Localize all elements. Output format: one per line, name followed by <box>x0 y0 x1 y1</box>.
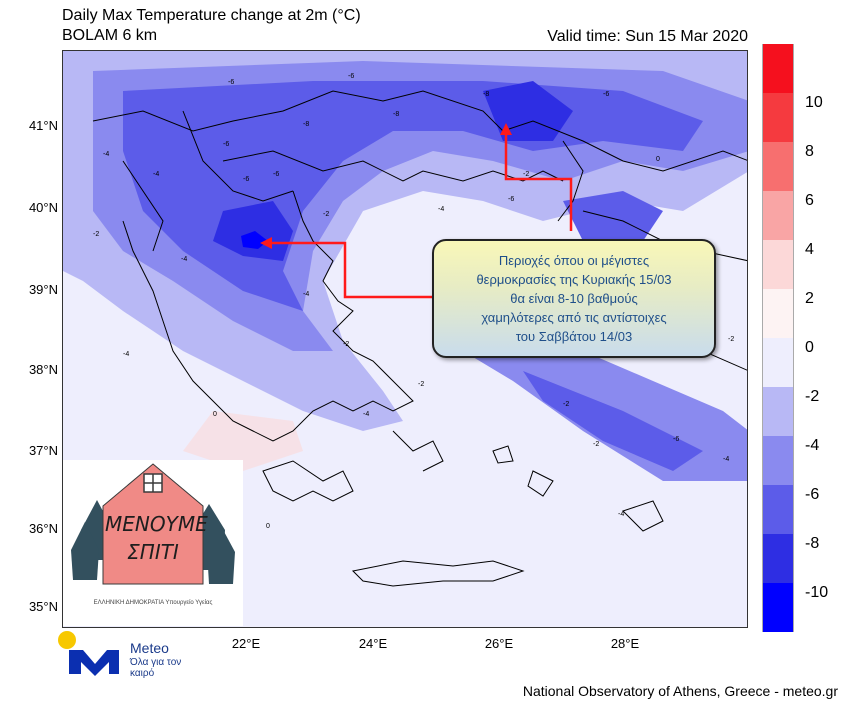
colorbar <box>762 44 794 632</box>
colorbar-segment <box>762 191 794 240</box>
lon-label: 26°E <box>484 636 514 651</box>
contour-label: -6 <box>243 176 250 183</box>
colorbar-segment <box>762 583 794 632</box>
contour-label: -2 <box>323 211 330 218</box>
colorbar-segment <box>762 240 794 289</box>
lon-label: 22°E <box>231 636 261 651</box>
credit-line: National Observatory of Athens, Greece -… <box>522 683 838 699</box>
contour-label: -2 <box>523 171 530 178</box>
lat-label: 35°N <box>28 599 58 614</box>
colorbar-label: 4 <box>805 241 814 258</box>
contour-label: -2 <box>563 401 570 408</box>
contour-label: -4 <box>153 171 160 178</box>
contour-label: -2 <box>418 381 425 388</box>
callout-text: Περιοχές όπου οι μέγιστες θερμοκρασίες τ… <box>476 253 672 344</box>
contour-label: -2 <box>343 341 350 348</box>
colorbar-label: 0 <box>805 339 814 356</box>
model-label: BOLAM 6 km <box>62 27 158 44</box>
colorbar-segment <box>762 338 794 387</box>
contour-label: -4 <box>363 411 370 418</box>
stay-home-graphic: ΜΕΝΟΥΜΕ ΣΠΙΤΙ ΕΛΛΗΝΙΚΗ ΔΗΜΟΚΡΑΤΙΑ Υπουργ… <box>63 460 243 626</box>
contour-label: -6 <box>273 171 280 178</box>
contour-label: -4 <box>438 206 445 213</box>
lat-label: 39°N <box>28 282 58 297</box>
lat-label: 40°N <box>28 200 58 215</box>
contour-label: -6 <box>508 196 515 203</box>
colorbar-label: -4 <box>805 437 820 454</box>
contour-label: -4 <box>303 291 310 298</box>
colorbar-label: -8 <box>805 535 820 552</box>
contour-label: -8 <box>393 111 400 118</box>
meteo-logo-slogan: Όλα για τον καιρό <box>130 657 182 679</box>
contour-label: -4 <box>723 456 730 463</box>
ministry-footer: ΕΛΛΗΝΙΚΗ ΔΗΜΟΚΡΑΤΙΑ Υπουργείο Υγείας <box>93 600 213 606</box>
meteo-logo-name: Meteo <box>130 640 169 656</box>
lat-label: 41°N <box>28 118 58 133</box>
contour-label: -4 <box>123 351 130 358</box>
stay-home-line1: ΜΕΝΟΥΜΕ <box>105 512 208 536</box>
contour-label: -8 <box>483 91 490 98</box>
colorbar-segment <box>762 289 794 338</box>
lon-label: 28°E <box>610 636 640 651</box>
callout-box: Περιοχές όπου οι μέγιστες θερμοκρασίες τ… <box>432 239 716 358</box>
contour-label: -4 <box>103 151 110 158</box>
contour-label: -6 <box>223 141 230 148</box>
map-title: Daily Max Temperature change at 2m (°C) <box>62 7 361 24</box>
house-illustration <box>63 460 243 626</box>
contour-label-list: -6 -6 -8 -8 -6 -8 -4 -6 -6 -4 -2 -4 -6 -… <box>63 51 747 627</box>
contour-label: -2 <box>593 441 600 448</box>
colorbar-segment <box>762 534 794 583</box>
colorbar-segment <box>762 44 794 93</box>
contour-label: 0 <box>656 156 660 163</box>
colorbar-label: 10 <box>805 94 823 111</box>
contour-label: -2 <box>728 336 735 343</box>
lat-label: 38°N <box>28 362 58 377</box>
contour-label: -6 <box>228 79 235 86</box>
colorbar-label: 2 <box>805 290 814 307</box>
colorbar-label: 8 <box>805 143 814 160</box>
contour-label: 0 <box>213 411 217 418</box>
meteo-logo-icon <box>58 631 119 676</box>
colorbar-segment <box>762 387 794 436</box>
colorbar-label: -10 <box>805 584 829 601</box>
colorbar-label: -2 <box>805 388 820 405</box>
colorbar-segment <box>762 485 794 534</box>
lon-label: 24°E <box>358 636 388 651</box>
colorbar-segment <box>762 436 794 485</box>
contour-label: -6 <box>673 436 680 443</box>
stay-home-line2: ΣΠΙΤΙ <box>127 540 179 564</box>
lat-label: 36°N <box>28 521 58 536</box>
colorbar-label: 6 <box>805 192 814 209</box>
colorbar-segment <box>762 93 794 142</box>
lat-label: 37°N <box>28 443 58 458</box>
contour-label: -2 <box>93 231 100 238</box>
contour-label: -8 <box>303 121 310 128</box>
valid-time: Valid time: Sun 15 Mar 2020 <box>547 28 748 45</box>
colorbar-segment <box>762 142 794 191</box>
callout-arrows <box>260 123 573 299</box>
colorbar-label: -6 <box>805 486 820 503</box>
contour-label: -4 <box>618 511 625 518</box>
contour-label: -6 <box>348 73 355 80</box>
contour-label: -4 <box>181 256 188 263</box>
contour-label: 0 <box>266 523 270 530</box>
contour-label: -6 <box>603 91 610 98</box>
